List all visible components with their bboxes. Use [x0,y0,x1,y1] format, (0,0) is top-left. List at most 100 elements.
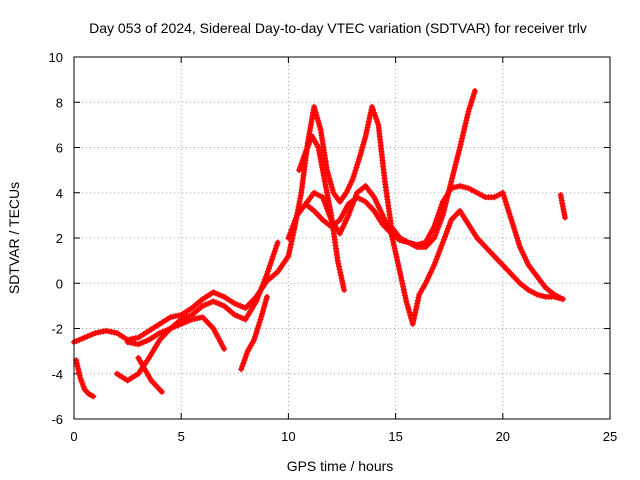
data-point-marker [504,204,511,211]
data-point-marker [339,281,346,288]
data-point-marker [515,238,522,245]
data-point-marker [360,141,367,148]
data-point-marker [194,315,201,322]
data-point-marker [433,256,440,263]
data-point-marker [274,239,281,246]
data-point-marker [467,102,474,109]
data-point-marker [314,115,321,122]
data-point-marker [297,195,304,202]
data-point-marker [438,201,445,208]
data-point-marker [108,328,115,335]
data-point-marker [129,340,136,347]
data-point-marker [414,297,421,304]
data-point-marker [353,164,360,171]
data-point-marker [238,366,245,373]
data-point-marker [400,286,407,293]
data-point-marker [74,363,81,370]
data-point-marker [159,328,166,335]
data-point-marker [258,284,265,291]
data-point-marker [315,120,322,127]
data-point-marker [451,184,458,191]
data-point-marker [301,152,308,159]
data-point-marker [433,229,440,236]
data-point-marker [261,276,268,283]
data-point-marker [213,290,220,297]
data-point-marker [505,207,512,214]
data-point-marker [312,109,319,116]
data-point-marker [214,333,221,340]
data-point-marker [451,167,458,174]
data-point-marker [471,87,478,94]
data-point-marker [394,257,401,264]
data-point-marker [442,231,449,238]
data-point-marker [516,244,523,251]
data-point-marker [349,176,356,183]
x-tick-label: 10 [281,429,295,444]
data-point-marker [409,320,416,327]
data-point-marker [428,267,435,274]
data-point-marker [319,164,326,171]
data-point-marker [551,293,558,300]
data-point-marker [304,143,311,150]
x-tick-label: 20 [496,429,510,444]
data-point-marker [158,388,165,395]
data-point-marker [296,198,303,205]
data-point-marker [518,246,525,253]
data-point-marker [319,167,326,174]
data-point-marker [374,202,381,209]
data-point-marker [273,242,280,249]
data-point-marker [524,259,531,266]
data-point-marker [507,213,514,220]
data-point-marker [127,339,134,346]
data-point-marker [306,138,313,145]
data-point-marker [257,287,264,294]
data-point-marker [320,169,327,176]
data-point-marker [262,273,269,280]
data-point-marker [377,207,384,214]
data-point-marker [103,327,110,334]
data-point-marker [515,241,522,248]
data-point-marker [290,220,297,227]
data-point-marker [321,175,328,182]
data-point-marker [300,155,307,162]
data-point-marker [90,393,97,400]
data-point-marker [449,175,456,182]
data-point-marker [338,227,345,234]
data-point-marker [124,339,131,346]
data-point-marker [287,241,294,248]
data-point-marker [390,239,397,246]
data-point-marker [266,262,273,269]
data-point-marker [454,183,461,190]
data-point-marker [309,112,316,119]
data-point-marker [428,228,435,235]
data-point-marker [239,363,246,370]
data-point-marker [384,222,391,229]
data-point-marker [178,320,185,327]
data-point-marker [252,333,259,340]
data-point-marker [322,184,329,191]
data-point-marker [463,117,470,124]
data-point-marker [313,112,320,119]
data-point-marker [558,197,565,204]
data-point-marker [416,241,423,248]
data-point-marker [234,313,241,320]
data-point-marker [95,329,102,336]
data-point-marker [237,314,244,321]
x-tick-label: 0 [70,429,77,444]
data-point-marker [259,310,266,317]
data-point-marker [402,292,409,299]
data-point-marker [256,319,263,326]
data-point-marker [559,203,566,210]
data-point-marker [426,231,433,238]
data-point-marker [167,314,174,321]
data-point-marker [369,103,376,110]
data-point-marker [464,114,471,121]
data-point-marker [162,327,169,334]
data-point-marker [435,209,442,216]
data-point-marker [506,210,513,217]
data-point-marker [335,263,342,270]
data-point-marker [334,257,341,264]
data-point-marker [89,331,96,338]
data-point-marker [380,214,387,221]
data-point-marker [521,254,528,261]
